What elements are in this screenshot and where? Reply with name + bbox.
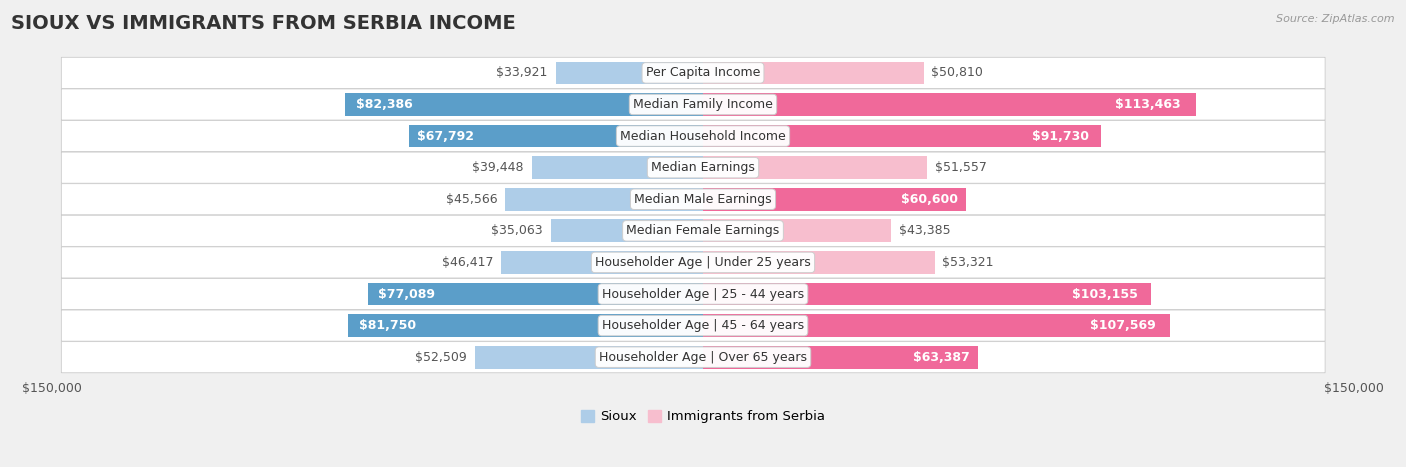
- Bar: [368, 283, 703, 305]
- Text: SIOUX VS IMMIGRANTS FROM SERBIA INCOME: SIOUX VS IMMIGRANTS FROM SERBIA INCOME: [11, 14, 516, 33]
- Bar: [703, 346, 979, 368]
- Text: Median Male Earnings: Median Male Earnings: [634, 193, 772, 206]
- Text: Median Family Income: Median Family Income: [633, 98, 773, 111]
- FancyBboxPatch shape: [62, 341, 1324, 373]
- Bar: [703, 188, 966, 211]
- FancyBboxPatch shape: [62, 152, 1324, 183]
- Text: $91,730: $91,730: [1032, 129, 1090, 142]
- Text: $45,566: $45,566: [446, 193, 498, 206]
- Text: $39,448: $39,448: [472, 161, 524, 174]
- Bar: [409, 125, 703, 148]
- Text: $113,463: $113,463: [1115, 98, 1181, 111]
- FancyBboxPatch shape: [62, 215, 1324, 247]
- Text: $46,417: $46,417: [441, 256, 494, 269]
- Text: $51,557: $51,557: [935, 161, 987, 174]
- Text: Householder Age | 45 - 64 years: Householder Age | 45 - 64 years: [602, 319, 804, 332]
- Text: $107,569: $107,569: [1091, 319, 1156, 332]
- Bar: [555, 62, 703, 84]
- Bar: [347, 314, 703, 337]
- Text: Householder Age | 25 - 44 years: Householder Age | 25 - 44 years: [602, 288, 804, 300]
- Bar: [505, 188, 703, 211]
- Bar: [703, 219, 891, 242]
- Text: $77,089: $77,089: [378, 288, 436, 300]
- Text: $43,385: $43,385: [900, 224, 950, 237]
- Bar: [346, 93, 703, 116]
- Text: $50,810: $50,810: [932, 66, 983, 79]
- FancyBboxPatch shape: [62, 120, 1324, 152]
- Bar: [703, 93, 1195, 116]
- FancyBboxPatch shape: [62, 184, 1324, 215]
- FancyBboxPatch shape: [62, 57, 1324, 88]
- Text: $60,600: $60,600: [901, 193, 959, 206]
- Bar: [703, 62, 924, 84]
- Text: $33,921: $33,921: [496, 66, 548, 79]
- Text: $35,063: $35,063: [491, 224, 543, 237]
- Bar: [703, 283, 1152, 305]
- Text: Median Female Earnings: Median Female Earnings: [627, 224, 779, 237]
- Text: Householder Age | Under 25 years: Householder Age | Under 25 years: [595, 256, 811, 269]
- Text: $53,321: $53,321: [942, 256, 994, 269]
- Text: Source: ZipAtlas.com: Source: ZipAtlas.com: [1277, 14, 1395, 24]
- FancyBboxPatch shape: [62, 247, 1324, 278]
- FancyBboxPatch shape: [62, 278, 1324, 310]
- Text: Per Capita Income: Per Capita Income: [645, 66, 761, 79]
- Bar: [703, 251, 935, 274]
- Text: $82,386: $82,386: [356, 98, 413, 111]
- FancyBboxPatch shape: [62, 310, 1324, 341]
- Text: $103,155: $103,155: [1071, 288, 1137, 300]
- Bar: [703, 314, 1170, 337]
- Text: $67,792: $67,792: [418, 129, 474, 142]
- Text: $81,750: $81,750: [359, 319, 416, 332]
- Text: $52,509: $52,509: [415, 351, 467, 364]
- Text: Median Earnings: Median Earnings: [651, 161, 755, 174]
- Bar: [551, 219, 703, 242]
- FancyBboxPatch shape: [62, 89, 1324, 120]
- Text: Median Household Income: Median Household Income: [620, 129, 786, 142]
- Text: $63,387: $63,387: [914, 351, 970, 364]
- Bar: [703, 156, 927, 179]
- Legend: Sioux, Immigrants from Serbia: Sioux, Immigrants from Serbia: [581, 410, 825, 423]
- Bar: [531, 156, 703, 179]
- Bar: [502, 251, 703, 274]
- Bar: [703, 125, 1101, 148]
- Text: Householder Age | Over 65 years: Householder Age | Over 65 years: [599, 351, 807, 364]
- Bar: [475, 346, 703, 368]
